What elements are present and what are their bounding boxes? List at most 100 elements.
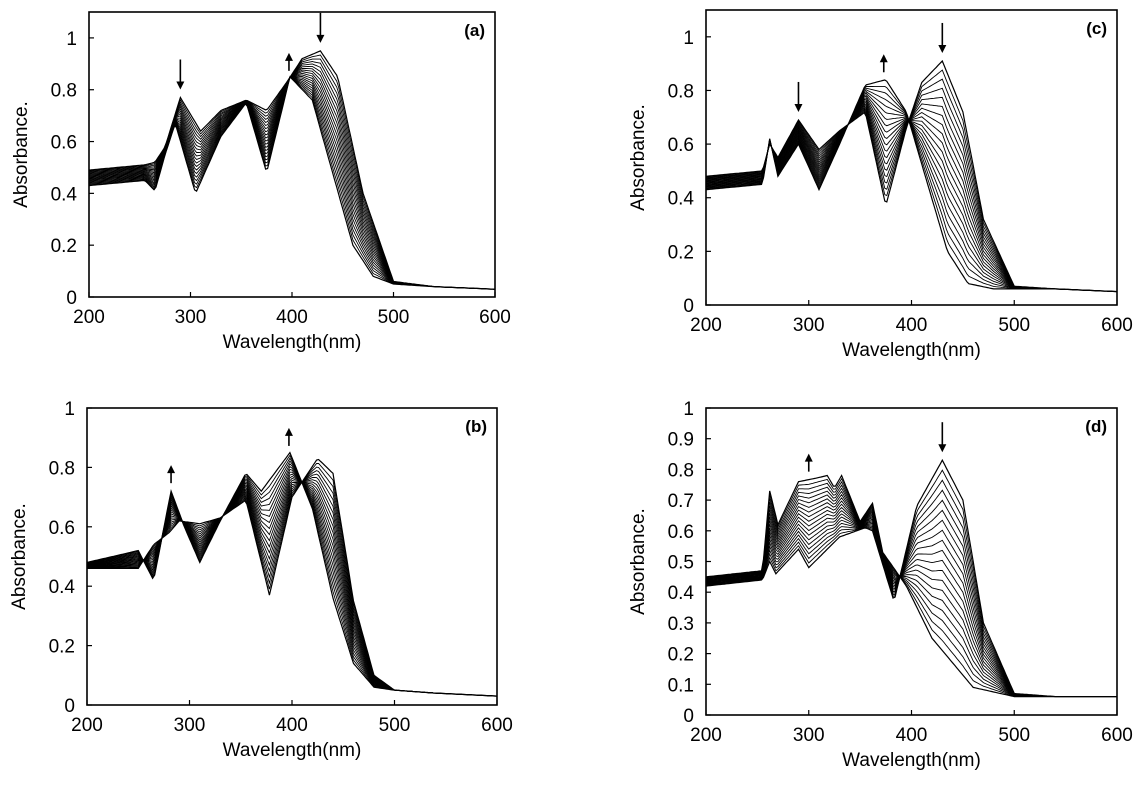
spectrum-line [87, 471, 497, 697]
x-tick-label: 200 [690, 315, 722, 336]
y-tick-label: 0.6 [49, 518, 75, 539]
spectrum-line [706, 79, 1117, 293]
y-tick-label: 0 [64, 696, 75, 717]
y-tick-label: 1 [64, 399, 75, 420]
y-axis-label: Absorbance. [628, 508, 649, 615]
x-tick-label: 300 [175, 307, 207, 328]
panel-a: 200 300 400 500 600 0 0.2 0.4 0.6 0.8 1 Wavelength(… [11, 11, 511, 353]
panel-label: (b) [465, 417, 487, 436]
y-tick-label: 0.6 [668, 522, 694, 543]
y-tick-label: 0.4 [51, 184, 78, 205]
x-tick-label: 400 [276, 715, 308, 736]
y-tick-label: 0.4 [668, 583, 695, 604]
y-axis-label: Absorbance. [9, 503, 30, 610]
x-tick-label: 600 [1101, 315, 1133, 336]
arrow-up-icon [167, 465, 176, 484]
x-tick-label: 400 [896, 725, 928, 746]
arrow-down-icon [176, 59, 185, 90]
y-axis-label: Absorbance. [11, 101, 32, 208]
arrow-up-icon [284, 52, 293, 71]
panel-b: 200 300 400 500 600 0 0.2 0.4 0.6 0.8 1 Wavelength(… [9, 399, 513, 761]
spectrum-line [706, 469, 1117, 698]
spectrum-line [87, 468, 497, 697]
spectrum-line [87, 465, 497, 697]
y-tick-label: 0.2 [668, 242, 694, 263]
spectrum-line [87, 466, 497, 697]
y-tick-label: 0.8 [668, 81, 694, 102]
x-tick-label: 200 [73, 307, 105, 328]
x-tick-label: 600 [1101, 725, 1133, 746]
y-tick-label: 0.2 [49, 637, 75, 658]
x-axis-label: Wavelength(nm) [842, 340, 981, 361]
plot-frame [88, 11, 496, 298]
y-tick-label: 0.1 [668, 675, 694, 696]
spectrum-line [706, 103, 1117, 293]
y-tick-label: 0.8 [49, 458, 75, 479]
y-tick-label: 0.8 [51, 81, 77, 102]
panel-c: 200 300 400 500 600 0 0.2 0.4 0.6 0.8 1 Wavelength(… [628, 9, 1133, 361]
arrow-up-icon [284, 427, 293, 446]
arrow-down-icon [938, 422, 947, 453]
spectrum-line [87, 479, 497, 697]
arrow-up-icon [879, 54, 888, 73]
arrow-down-icon [794, 81, 803, 112]
x-tick-label: 400 [276, 307, 308, 328]
y-tick-label: 0.5 [668, 553, 694, 574]
spectrum-line [706, 102, 1117, 293]
spectrum-line [89, 71, 495, 290]
x-axis-label: Wavelength(nm) [842, 750, 981, 771]
arrow-down-icon [316, 12, 325, 43]
spectrum-line [706, 69, 1117, 293]
y-tick-label: 0.7 [668, 491, 694, 512]
y-tick-label: 0.2 [668, 645, 694, 666]
panel-label: (a) [464, 21, 485, 40]
y-tick-label: 1 [66, 29, 77, 50]
panel-label: (d) [1085, 417, 1107, 436]
spectrum-line [87, 481, 497, 697]
spectrum-line [706, 59, 1117, 293]
x-tick-label: 500 [379, 715, 411, 736]
x-tick-label: 200 [690, 725, 722, 746]
plot-frame [705, 9, 1118, 306]
spectrum-line [706, 474, 1117, 698]
x-tick-label: 500 [998, 315, 1030, 336]
spectrum-line [89, 76, 495, 290]
spectrum-line [87, 470, 497, 697]
y-tick-label: 0.2 [51, 236, 77, 257]
x-tick-label: 300 [793, 725, 825, 746]
spectrum-line [87, 451, 497, 697]
spectrum-line [706, 104, 1117, 293]
x-axis-label: Wavelength(nm) [223, 740, 362, 761]
spectrum-line [87, 475, 497, 697]
panel-d: 200 300 400 500 600 0 0.1 0.2 0.3 0.4 0.5 0.6 0.7 0.8… [628, 399, 1133, 771]
y-tick-label: 0.6 [668, 135, 694, 156]
y-tick-label: 0 [66, 288, 77, 309]
x-tick-label: 300 [174, 715, 206, 736]
y-tick-label: 1 [683, 399, 694, 420]
spectrum-line [87, 477, 497, 697]
spectrum-line [87, 473, 497, 697]
y-axis-label: Absorbance. [628, 104, 649, 211]
x-tick-label: 500 [378, 307, 410, 328]
panel-label: (c) [1086, 19, 1107, 38]
y-tick-label: 0.4 [668, 189, 695, 210]
y-tick-label: 0 [683, 296, 694, 317]
x-tick-label: 200 [71, 715, 103, 736]
arrow-down-icon [938, 22, 947, 53]
x-axis-label: Wavelength(nm) [223, 332, 362, 353]
x-tick-label: 600 [481, 715, 513, 736]
spectrum-line [87, 477, 497, 697]
spectrum-line [87, 480, 497, 697]
x-tick-label: 600 [479, 307, 511, 328]
y-tick-label: 0.3 [668, 614, 694, 635]
y-tick-label: 0.9 [668, 430, 694, 451]
y-tick-label: 1 [683, 28, 694, 49]
x-tick-label: 500 [998, 725, 1030, 746]
spectrum-line [89, 75, 495, 290]
y-tick-label: 0 [683, 706, 694, 727]
x-tick-label: 400 [896, 315, 928, 336]
y-tick-label: 0.8 [668, 460, 694, 481]
spectrum-line [87, 473, 497, 697]
y-tick-label: 0.6 [51, 133, 77, 154]
